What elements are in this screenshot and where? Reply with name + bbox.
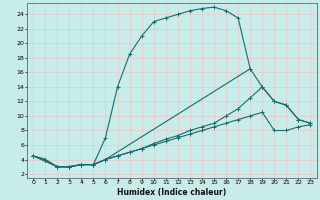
X-axis label: Humidex (Indice chaleur): Humidex (Indice chaleur) [117, 188, 227, 197]
